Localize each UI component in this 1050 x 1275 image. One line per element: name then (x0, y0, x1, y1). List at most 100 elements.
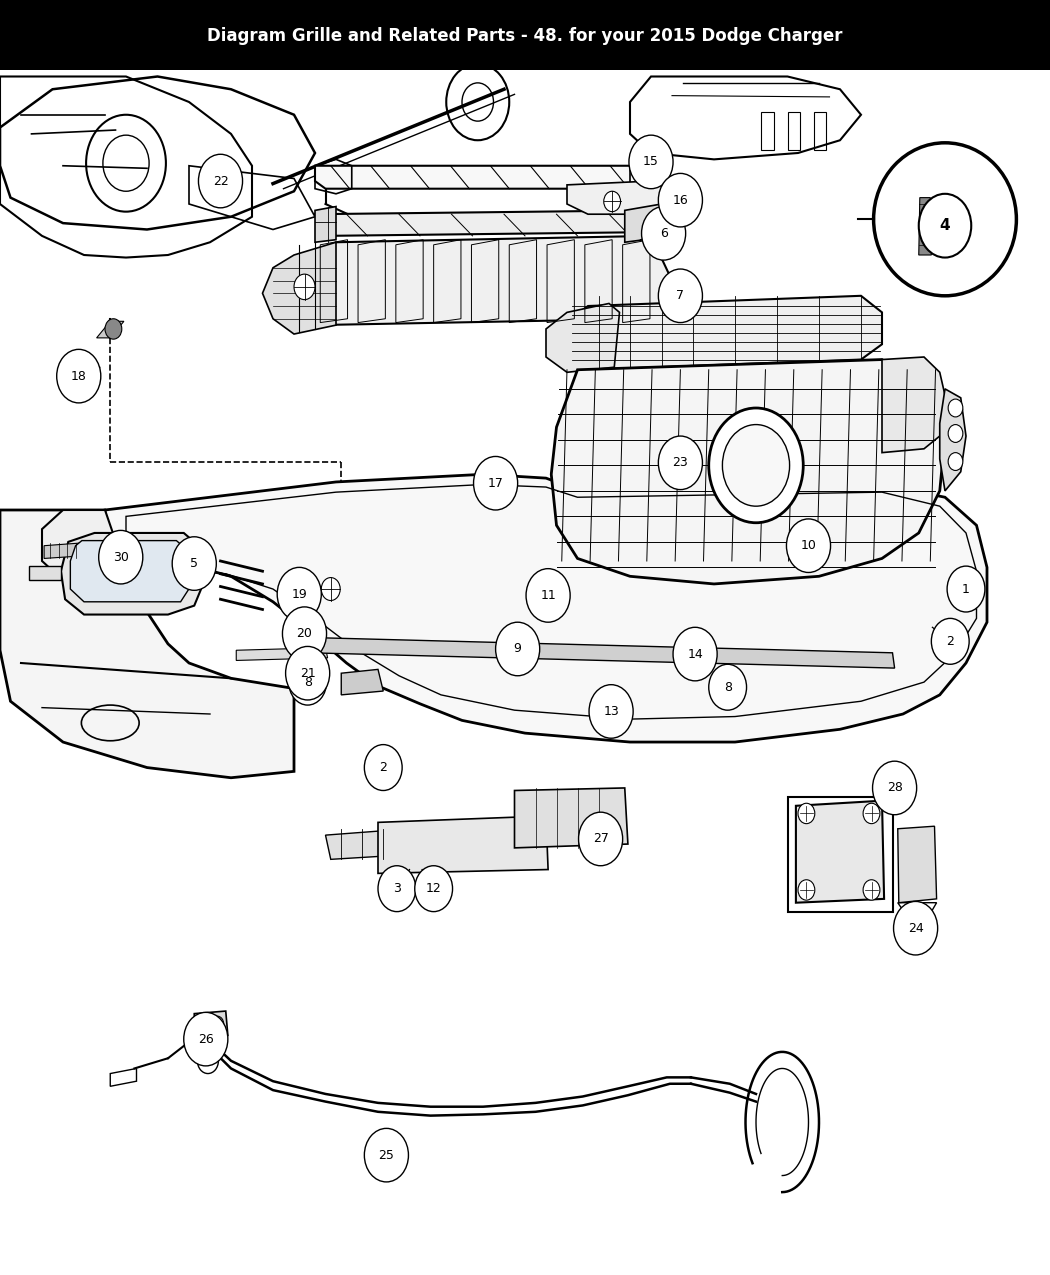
Circle shape (197, 1048, 218, 1074)
Text: 7: 7 (676, 289, 685, 302)
Circle shape (57, 349, 101, 403)
Polygon shape (310, 638, 895, 668)
Polygon shape (29, 566, 61, 580)
Bar (761, 112, 774, 150)
Text: 25: 25 (378, 1149, 395, 1162)
Polygon shape (262, 242, 336, 334)
Text: 8: 8 (303, 676, 312, 688)
Text: 28: 28 (886, 782, 903, 794)
Circle shape (948, 453, 963, 470)
Circle shape (658, 436, 702, 490)
Polygon shape (919, 198, 931, 255)
Text: 17: 17 (487, 477, 504, 490)
Polygon shape (882, 357, 945, 453)
Circle shape (184, 1012, 228, 1066)
Polygon shape (625, 204, 664, 242)
Circle shape (282, 607, 327, 660)
Ellipse shape (874, 143, 1016, 296)
Circle shape (658, 173, 702, 227)
Text: 21: 21 (300, 667, 315, 680)
Polygon shape (326, 829, 415, 859)
Circle shape (798, 803, 815, 824)
Circle shape (474, 456, 518, 510)
Polygon shape (546, 303, 620, 372)
Circle shape (172, 537, 216, 590)
Polygon shape (551, 360, 945, 584)
Bar (788, 797, 892, 912)
Circle shape (642, 207, 686, 260)
Circle shape (364, 745, 402, 790)
Text: 23: 23 (672, 456, 689, 469)
Bar (814, 112, 826, 150)
Text: 27: 27 (592, 833, 609, 845)
Polygon shape (0, 510, 294, 778)
Polygon shape (44, 543, 82, 558)
Circle shape (589, 685, 633, 738)
Circle shape (303, 613, 322, 636)
Text: 5: 5 (190, 557, 198, 570)
Circle shape (286, 646, 330, 700)
Circle shape (947, 566, 985, 612)
Text: Diagram Grille and Related Parts - 48. for your 2015 Dodge Charger: Diagram Grille and Related Parts - 48. f… (207, 27, 843, 45)
Circle shape (277, 567, 321, 621)
Circle shape (196, 1016, 209, 1031)
Circle shape (709, 664, 747, 710)
Text: 13: 13 (603, 705, 618, 718)
Circle shape (198, 154, 243, 208)
Circle shape (321, 578, 340, 601)
Polygon shape (514, 788, 628, 848)
Text: 10: 10 (800, 539, 817, 552)
Circle shape (99, 530, 143, 584)
Text: 4: 4 (940, 218, 950, 233)
Polygon shape (70, 541, 192, 602)
Polygon shape (315, 166, 662, 189)
Text: 14: 14 (687, 648, 704, 660)
Text: 11: 11 (541, 589, 556, 602)
Polygon shape (294, 236, 672, 325)
Circle shape (931, 618, 969, 664)
Circle shape (308, 629, 322, 646)
Text: 16: 16 (672, 194, 689, 207)
Text: 1: 1 (962, 583, 970, 595)
Polygon shape (194, 1011, 228, 1038)
Polygon shape (236, 648, 328, 660)
Text: 30: 30 (112, 551, 129, 564)
Circle shape (873, 761, 917, 815)
Polygon shape (42, 510, 126, 580)
Polygon shape (341, 669, 383, 695)
Circle shape (105, 319, 122, 339)
Text: 24: 24 (907, 922, 924, 935)
Polygon shape (567, 296, 882, 370)
Polygon shape (105, 474, 987, 742)
Circle shape (722, 425, 790, 506)
Text: 9: 9 (513, 643, 522, 655)
Circle shape (948, 399, 963, 417)
Circle shape (211, 1016, 224, 1031)
Text: 12: 12 (426, 882, 441, 895)
Text: 22: 22 (212, 175, 229, 187)
Text: 2: 2 (379, 761, 387, 774)
Text: 20: 20 (296, 627, 313, 640)
Circle shape (526, 569, 570, 622)
Polygon shape (796, 801, 884, 903)
Circle shape (378, 866, 416, 912)
Text: 3: 3 (393, 882, 401, 895)
Polygon shape (315, 210, 656, 236)
Circle shape (496, 622, 540, 676)
Circle shape (863, 803, 880, 824)
Circle shape (658, 269, 702, 323)
Polygon shape (940, 389, 966, 491)
Text: 26: 26 (197, 1033, 214, 1045)
Circle shape (579, 812, 623, 866)
Polygon shape (567, 181, 667, 214)
Circle shape (364, 1128, 408, 1182)
Circle shape (673, 627, 717, 681)
Circle shape (294, 274, 315, 300)
Polygon shape (898, 826, 937, 903)
Circle shape (798, 880, 815, 900)
Circle shape (709, 408, 803, 523)
Polygon shape (97, 321, 124, 338)
Text: 15: 15 (643, 156, 659, 168)
Circle shape (919, 194, 971, 258)
Text: 6: 6 (659, 227, 668, 240)
